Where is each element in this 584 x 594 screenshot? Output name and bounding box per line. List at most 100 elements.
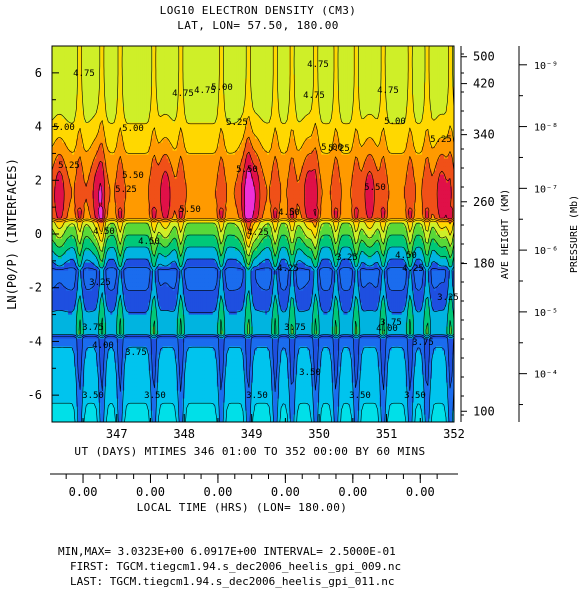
heatmap-cell [78, 358, 81, 363]
heatmap-cell [60, 258, 63, 263]
heatmap-cell [60, 170, 63, 175]
heatmap-cell [114, 138, 117, 143]
heatmap-cell [96, 130, 99, 135]
heatmap-cell [86, 378, 89, 383]
heatmap-cell [130, 66, 133, 71]
heatmap-cell [120, 270, 123, 275]
heatmap-cell [132, 98, 136, 103]
heatmap-cell [58, 418, 61, 422]
heatmap-cell [80, 222, 83, 227]
heatmap-cell [94, 82, 97, 87]
heatmap-cell [94, 206, 97, 211]
heatmap-cell [84, 282, 87, 287]
heatmap-cell [122, 354, 125, 359]
heatmap-cell [114, 330, 117, 335]
heatmap-cell [88, 410, 91, 415]
heatmap-cell [84, 106, 87, 111]
heatmap-cell [88, 338, 91, 343]
heatmap-cell [96, 90, 99, 95]
heatmap-cell [54, 174, 57, 179]
heatmap-cell [64, 366, 67, 371]
heatmap-cell [124, 274, 127, 279]
heatmap-cell [90, 114, 93, 119]
heatmap-cell [74, 50, 77, 55]
heatmap-cell [134, 98, 138, 103]
heatmap-cell [112, 158, 115, 163]
heatmap-cell [70, 82, 73, 87]
heatmap-cell [102, 370, 105, 375]
heatmap-cell [102, 346, 105, 351]
heatmap-cell [70, 350, 73, 355]
heatmap-cell [84, 110, 87, 115]
heatmap-cell [134, 278, 138, 283]
heatmap-cell [128, 130, 131, 135]
heatmap-cell [54, 50, 57, 55]
heatmap-cell [104, 270, 107, 275]
heatmap-cell [82, 202, 85, 207]
heatmap-cell [120, 190, 123, 195]
heatmap-cell [112, 298, 115, 303]
heatmap-cell [58, 162, 61, 167]
heatmap-cell [128, 250, 131, 255]
heatmap-cell [98, 294, 101, 299]
heatmap-cell [60, 410, 63, 415]
heatmap-cell [90, 322, 93, 327]
heatmap-cell [108, 306, 111, 311]
heatmap-cell [134, 358, 138, 363]
heatmap-cell [62, 418, 65, 422]
heatmap-cell [96, 302, 99, 307]
heatmap-cell [118, 390, 121, 395]
heatmap-cell [118, 202, 121, 207]
heatmap-cell [112, 54, 115, 59]
heatmap-cell [128, 274, 131, 279]
heatmap-cell [106, 274, 109, 279]
heatmap-cell [62, 322, 65, 327]
heatmap-cell [74, 302, 77, 307]
heatmap-cell [122, 66, 125, 71]
heatmap-cell [88, 378, 91, 383]
heatmap-cell [72, 194, 75, 199]
heatmap-cell [68, 286, 71, 291]
heatmap-cell [58, 166, 61, 171]
heatmap-cell [100, 306, 103, 311]
heatmap-cell [114, 86, 117, 91]
heatmap-cell [70, 386, 73, 391]
heatmap-cell [112, 214, 115, 219]
heatmap-cell [54, 214, 57, 219]
heatmap-cell [90, 230, 93, 235]
heatmap-cell [120, 162, 123, 167]
heatmap-cell [78, 62, 81, 67]
heatmap-cell [70, 62, 73, 67]
heatmap-cell [96, 98, 99, 103]
heatmap-cell [92, 338, 95, 343]
heatmap-cell [80, 218, 83, 223]
heatmap-cell [74, 46, 77, 51]
heatmap-cell [96, 222, 99, 227]
heatmap-cell [134, 418, 138, 422]
heatmap-cell [122, 358, 125, 363]
heatmap-cell [128, 374, 131, 379]
heatmap-cell [80, 78, 83, 83]
heatmap-cell [118, 162, 121, 167]
heatmap-cell [70, 86, 73, 91]
heatmap-cell [130, 338, 133, 343]
heatmap-cell [100, 66, 103, 71]
heatmap-cell [54, 278, 57, 283]
heatmap-cell [88, 262, 91, 267]
heatmap-cell [56, 398, 59, 403]
heatmap-cell [102, 282, 105, 287]
heatmap-cell [68, 262, 71, 267]
heatmap-cell [68, 98, 71, 103]
heatmap-cell [52, 130, 55, 135]
heatmap-cell [70, 234, 73, 239]
heatmap-cell [104, 94, 107, 99]
heatmap-cell [76, 334, 79, 339]
heatmap-cell [114, 118, 117, 123]
heatmap-cell [96, 174, 99, 179]
heatmap-cell [90, 382, 93, 387]
heatmap-cell [86, 126, 89, 131]
heatmap-cell [120, 386, 123, 391]
heatmap-cell [114, 182, 117, 187]
heatmap-cell [58, 338, 61, 343]
heatmap-cell [90, 418, 93, 422]
